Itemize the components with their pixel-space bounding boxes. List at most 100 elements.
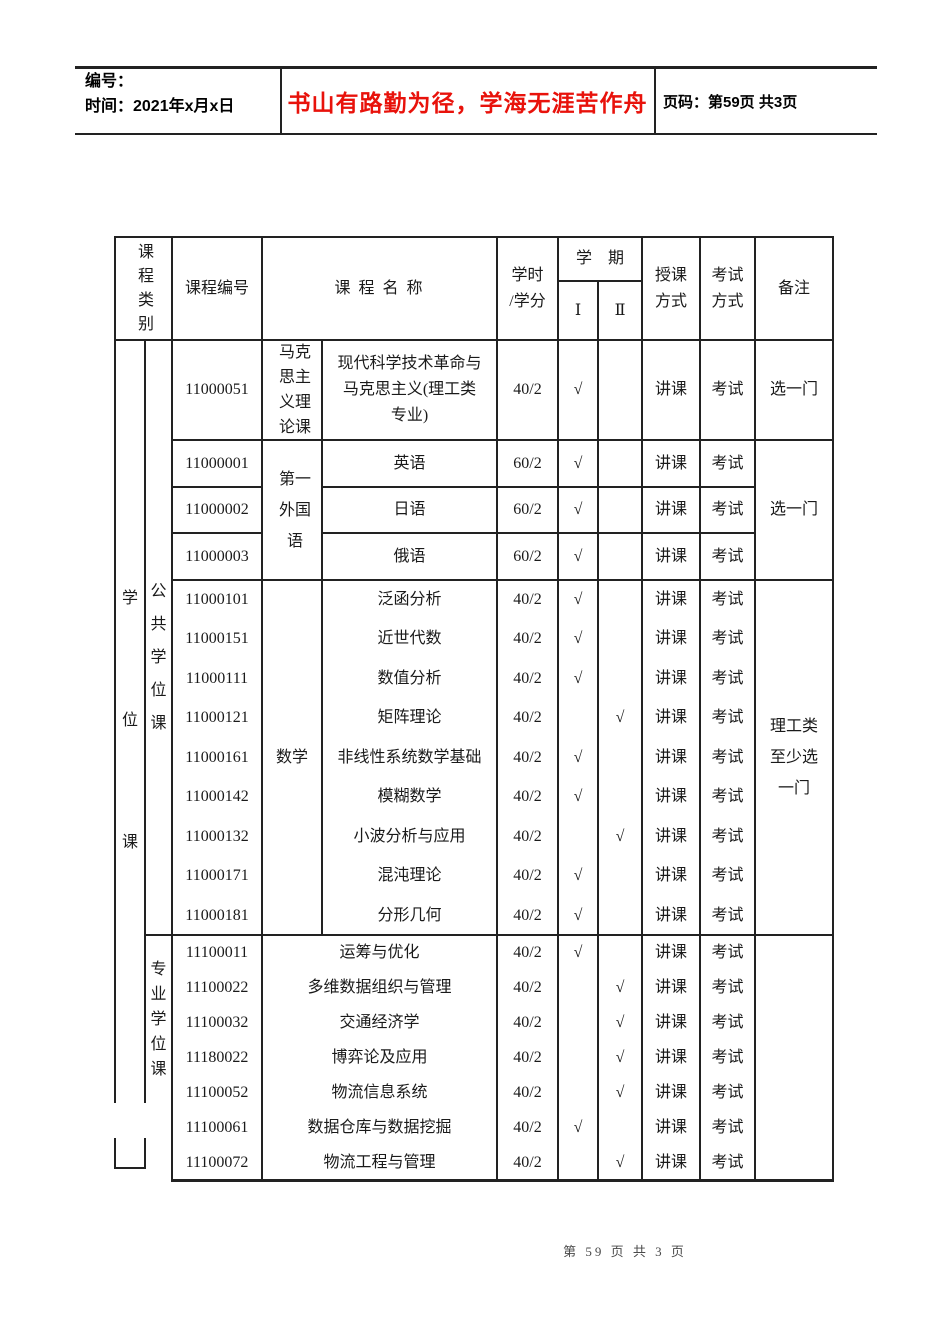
- cell-course-code: 11000002: [185, 501, 249, 518]
- cell-course-code: 11000003: [185, 547, 249, 565]
- subcategory-math: 数学: [275, 748, 308, 766]
- col-header-teach-method: 授课 方式: [654, 266, 687, 310]
- cell-teach-method: 讲课: [654, 1153, 687, 1171]
- cell-exam-method: 考试: [711, 1083, 744, 1101]
- cell-hours-credits: 40/2: [513, 590, 542, 608]
- grid-line: [322, 532, 755, 534]
- cell-hours-credits: 40/2: [513, 978, 542, 996]
- grid-line: [144, 340, 146, 1103]
- cell-course-name: 物流工程与管理: [323, 1153, 436, 1171]
- checkmark-semester-2: √: [615, 978, 625, 996]
- subcategory-first-foreign-language: 第一外国语: [278, 470, 311, 550]
- cell-course-code: 11000132: [185, 827, 249, 845]
- cell-exam-method: 考试: [711, 867, 744, 884]
- col-header-semester-1: Ⅰ: [574, 301, 582, 319]
- subcategory-marxism: 马克思主义理论课: [278, 344, 311, 436]
- category-degree-course: 学位课: [121, 590, 138, 851]
- cell-hours-credits: 40/2: [513, 381, 542, 398]
- cell-exam-method: 考试: [711, 1153, 744, 1171]
- col-header-semester-2: Ⅱ: [614, 301, 626, 319]
- cell-hours-credits: 40/2: [513, 788, 542, 805]
- header-meta: 编号： 时间：2021年x月x日: [85, 70, 234, 120]
- cell-course-code: 11000051: [185, 381, 249, 398]
- cell-course-name: 非线性系统数学基础: [337, 748, 482, 766]
- col-header-exam-method: 考试 方式: [711, 266, 744, 310]
- cell-course-code: 11000181: [185, 906, 249, 924]
- cell-hours-credits: 40/2: [513, 669, 542, 687]
- checkmark-semester-1: √: [573, 454, 583, 472]
- checkmark-semester-1: √: [573, 1118, 583, 1136]
- cell-course-code: 11100032: [185, 1013, 249, 1031]
- cell-exam-method: 考试: [711, 943, 744, 961]
- cell-hours-credits: 40/2: [513, 1048, 542, 1066]
- grid-line: [832, 237, 834, 1180]
- grid-line: [172, 532, 262, 534]
- cell-teach-method: 讲课: [654, 1083, 687, 1101]
- cell-course-name: 小波分析与应用: [353, 827, 466, 845]
- grid-line: [172, 439, 833, 441]
- grid-line: [699, 237, 701, 1180]
- cell-exam-method: 考试: [711, 501, 744, 518]
- cell-course-name: 近世代数: [377, 630, 442, 647]
- grid-line: [171, 1179, 834, 1182]
- cell-teach-method: 讲课: [654, 906, 687, 924]
- checkmark-semester-2: √: [615, 827, 625, 845]
- cell-hours-credits: 60/2: [513, 501, 542, 518]
- cell-exam-method: 考试: [711, 1118, 744, 1136]
- cell-hours-credits: 40/2: [513, 906, 542, 924]
- grid-line: [597, 281, 599, 1180]
- category-public-degree-course: 公共学位课: [150, 583, 167, 732]
- cell-teach-method: 讲课: [654, 827, 687, 845]
- grid-line: [321, 340, 323, 935]
- grid-line: [641, 237, 643, 1180]
- cell-teach-method: 讲课: [654, 590, 687, 608]
- cell-teach-method: 讲课: [654, 454, 687, 472]
- checkmark-semester-1: √: [573, 906, 583, 924]
- cell-teach-method: 讲课: [654, 867, 687, 884]
- cell-exam-method: 考试: [711, 1013, 744, 1031]
- cell-hours-credits: 40/2: [513, 709, 542, 726]
- cell-teach-method: 讲课: [654, 748, 687, 766]
- cell-course-code: 11000111: [185, 669, 249, 687]
- cell-teach-method: 讲课: [654, 1048, 687, 1066]
- cell-exam-method: 考试: [711, 381, 744, 398]
- cell-exam-method: 考试: [711, 906, 744, 924]
- cell-hours-credits: 40/2: [513, 1118, 542, 1136]
- grid-line: [144, 934, 834, 936]
- cell-exam-method: 考试: [711, 630, 744, 647]
- col-header-name: 课 程 名 称: [334, 279, 425, 297]
- cell-course-code: 11100011: [185, 943, 249, 961]
- cell-course-code: 11100061: [185, 1118, 249, 1136]
- checkmark-semester-1: √: [573, 381, 583, 398]
- cell-hours-credits: 40/2: [513, 867, 542, 884]
- cell-exam-method: 考试: [711, 788, 744, 805]
- cell-course-name: 俄语: [393, 547, 426, 565]
- cell-hours-credits: 40/2: [513, 1083, 542, 1101]
- checkmark-semester-1: √: [573, 501, 583, 518]
- grid-line: [172, 579, 833, 581]
- cell-course-code: 11100022: [185, 978, 249, 996]
- grid-line: [322, 486, 755, 488]
- cell-teach-method: 讲课: [654, 943, 687, 961]
- cell-exam-method: 考试: [711, 547, 744, 565]
- grid-line: [558, 280, 642, 282]
- cell-hours-credits: 40/2: [513, 748, 542, 766]
- cell-hours-credits: 60/2: [513, 454, 542, 472]
- cell-teach-method: 讲课: [654, 1013, 687, 1031]
- header-divider-left: [280, 66, 282, 135]
- cell-hours-credits: 60/2: [513, 547, 542, 565]
- checkmark-semester-2: √: [615, 709, 625, 726]
- cell-exam-method: 考试: [711, 709, 744, 726]
- header-top-border: [75, 66, 877, 69]
- cell-teach-method: 讲课: [654, 669, 687, 687]
- category-professional-degree-course: 专业学位课: [150, 961, 167, 1078]
- checkmark-semester-1: √: [573, 748, 583, 766]
- grid-line: [754, 237, 756, 1180]
- col-header-semester: 学 期: [575, 250, 624, 267]
- cell-course-name: 数据仓库与数据挖掘: [307, 1118, 452, 1136]
- cell-course-name: 数值分析: [377, 669, 442, 687]
- checkmark-semester-1: √: [573, 669, 583, 687]
- col-header-note: 备注: [777, 279, 810, 297]
- cell-exam-method: 考试: [711, 978, 744, 996]
